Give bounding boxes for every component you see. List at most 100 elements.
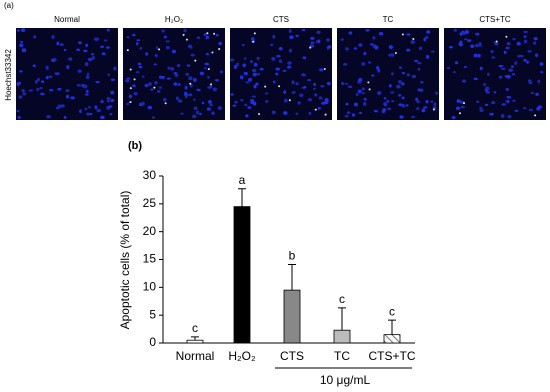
nucleus [188,76,193,81]
nucleus [523,35,527,38]
nucleus [433,102,437,107]
nucleus [340,38,344,41]
nucleus [514,109,519,112]
nucleus [512,37,516,41]
nucleus [20,40,24,44]
nucleus [113,66,117,71]
nucleus [68,57,73,61]
nucleus [63,48,67,51]
nucleus [308,111,312,116]
significance-letter: c [192,321,198,335]
nucleus [353,102,358,107]
apoptotic-nucleus [206,32,209,35]
nucleus [239,75,244,80]
nucleus [477,44,483,47]
nucleus [66,65,70,69]
nucleus [485,91,490,94]
nucleus [527,79,532,83]
nucleus [365,29,370,32]
nucleus [417,88,421,92]
micrograph [337,28,439,120]
nucleus [141,75,145,78]
nucleus [85,43,89,48]
nucleus [463,38,468,41]
nucleus [84,93,89,96]
nucleus [326,38,330,42]
nucleus [363,97,367,101]
nucleus [539,62,544,66]
nucleus [193,98,196,101]
nucleus [205,35,209,40]
nucleus [353,47,357,50]
nucleus [152,116,155,119]
nucleus [186,64,191,67]
nucleus [406,48,411,52]
nucleus [19,70,23,73]
nucleus [310,36,315,40]
nucleus [65,89,70,93]
nucleus [54,72,58,75]
nucleus [183,28,187,33]
nucleus [126,36,130,39]
nucleus [528,108,533,112]
nucleus [514,61,518,65]
nucleus [91,52,94,56]
nucleus [310,41,315,45]
nucleus [253,62,258,67]
nucleus [244,103,248,107]
nucleus [136,39,140,42]
nucleus [378,31,384,36]
nucleus [250,98,255,102]
nucleus [523,58,527,62]
nucleus [452,71,456,74]
nucleus [264,92,269,95]
nucleus [505,88,509,91]
nucleus [230,93,234,96]
nucleus [144,84,149,87]
nucleus [106,96,111,100]
nucleus [477,53,481,58]
nucleus [301,73,307,77]
y-tick-label: 15 [143,252,157,266]
apoptotic-nucleus [218,48,221,51]
nucleus [138,65,143,69]
nucleus [106,99,110,103]
nucleus [243,71,248,76]
nucleus [388,53,391,57]
nucleus [346,111,351,115]
nucleus [316,30,321,35]
nucleus [537,79,541,84]
nucleus [77,69,82,73]
apoptotic-nucleus [495,40,498,43]
nucleus [500,113,505,118]
nucleus [33,35,37,39]
nucleus [401,82,405,86]
nucleus [297,101,301,105]
nucleus [361,62,366,66]
significance-letter: c [389,304,395,318]
nucleus [251,95,256,98]
nucleus [287,65,292,69]
nucleus [195,110,199,115]
image-title: TC [383,15,394,24]
nucleus [523,39,528,44]
nucleus [411,74,417,79]
x-tick-label: CTS+TC [368,349,415,363]
nucleus [324,97,329,102]
nucleus [288,48,292,53]
nucleus [278,47,283,51]
nucleus [473,53,478,58]
nucleus [219,70,223,74]
nucleus [370,43,374,46]
nucleus [474,43,479,48]
nucleus [523,107,527,110]
nucleus [485,86,490,91]
nucleus [170,67,175,71]
nucleus [241,44,245,47]
nucleus [479,66,483,71]
apoptotic-nucleus [324,113,327,116]
bar [283,289,301,344]
nucleus [96,108,101,113]
nucleus [107,73,111,76]
